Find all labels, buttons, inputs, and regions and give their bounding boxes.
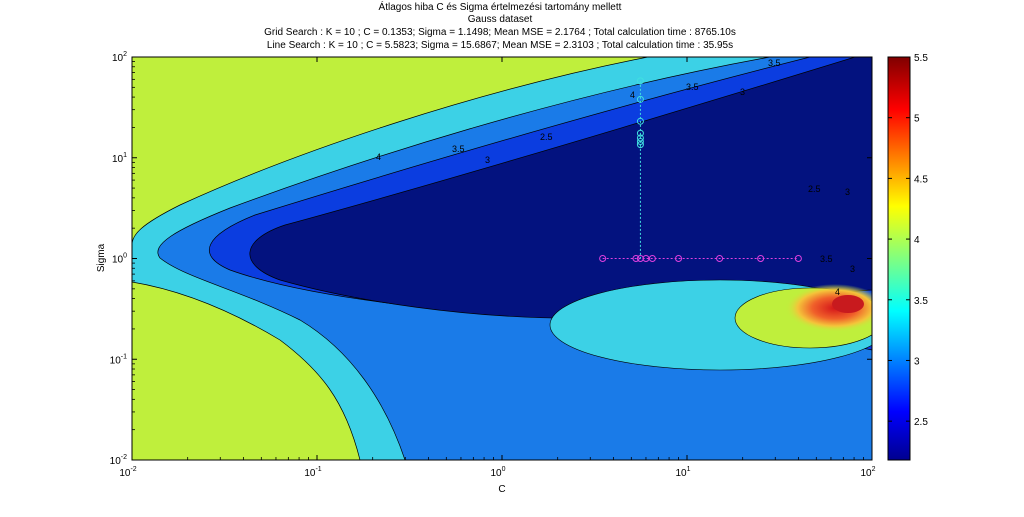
contour-label: 4 [630, 90, 635, 100]
y-axis-label: Sigma [96, 243, 107, 272]
line-search-point [636, 129, 644, 137]
colorbar-tick-label: 4 [914, 235, 920, 246]
colorbar-tick-label: 3.5 [914, 296, 928, 307]
colorbar-tick-label: 3 [914, 356, 920, 367]
contour-label: 4 [376, 152, 381, 162]
contour-label: 2.5 [808, 184, 821, 194]
x-axis: 10-2 10-1 100 101 102 [119, 57, 876, 479]
region-hot-core [832, 295, 864, 313]
line-search-point [636, 77, 644, 85]
contour-label: 3 [845, 187, 850, 197]
contour-label: 3 [740, 87, 745, 97]
x-tick-label: 102 [860, 466, 875, 479]
colorbar-tick-label: 5 [914, 114, 920, 125]
y-tick-label: 100 [112, 253, 127, 266]
colorbar-tick-label: 4.5 [914, 174, 928, 185]
line-search-point [675, 255, 683, 262]
contour-label: 3 [850, 264, 855, 274]
contour-plot: 4 3.5 3 2.5 3.5 4 3.5 3 2.5 3 3.5 3 4 [132, 57, 872, 460]
x-tick-label: 10-2 [119, 466, 136, 479]
line-search-point [632, 255, 640, 262]
line-search-point [636, 134, 644, 142]
y-axis: 10-2 10-1 100 101 102 [110, 51, 872, 467]
x-tick-label: 101 [675, 466, 690, 479]
chart-title: Átlagos hiba C és Sigma értelmezési tart… [379, 0, 622, 13]
line-search-summary: Line Search : K = 10 ; C = 5.5823; Sigma… [267, 40, 733, 51]
y-tick-label: 10-2 [110, 454, 127, 467]
colorbar-tick-label: 5.5 [914, 53, 928, 64]
line-search-point [757, 255, 765, 262]
line-search-point [636, 141, 644, 149]
line-search-point [636, 117, 644, 125]
colorbar-tick-label: 2.5 [914, 417, 928, 428]
y-tick-label: 102 [112, 51, 127, 64]
line-search-point [794, 255, 802, 262]
contour-label: 3 [485, 155, 490, 165]
y-tick-label: 10-1 [110, 353, 127, 366]
contour-label: 3.5 [452, 144, 465, 154]
colorbar [887, 56, 911, 461]
x-tick-label: 10-1 [304, 466, 321, 479]
colorbar-ticks: 2.5 3 3.5 4 4.5 5 5.5 [888, 53, 928, 428]
line-search-point [599, 255, 607, 262]
chart-subtitle: Gauss dataset [468, 14, 533, 25]
x-axis-label: C [498, 484, 505, 495]
line-search-point [716, 255, 724, 262]
line-search-path [599, 77, 802, 262]
contour-label: 2.5 [540, 132, 553, 142]
line-search-point [648, 255, 656, 262]
contour-label: 3.5 [820, 254, 833, 264]
y-tick-label: 101 [112, 152, 127, 165]
grid-search-summary: Grid Search : K = 10 ; C = 0.1353; Sigma… [264, 27, 736, 38]
line-search-point [636, 137, 644, 145]
contour-label: 3.5 [686, 82, 699, 92]
x-tick-label: 100 [490, 466, 505, 479]
line-search-point [636, 95, 644, 103]
contour-label: 3.5 [768, 58, 781, 68]
contour-label: 4 [835, 287, 840, 297]
